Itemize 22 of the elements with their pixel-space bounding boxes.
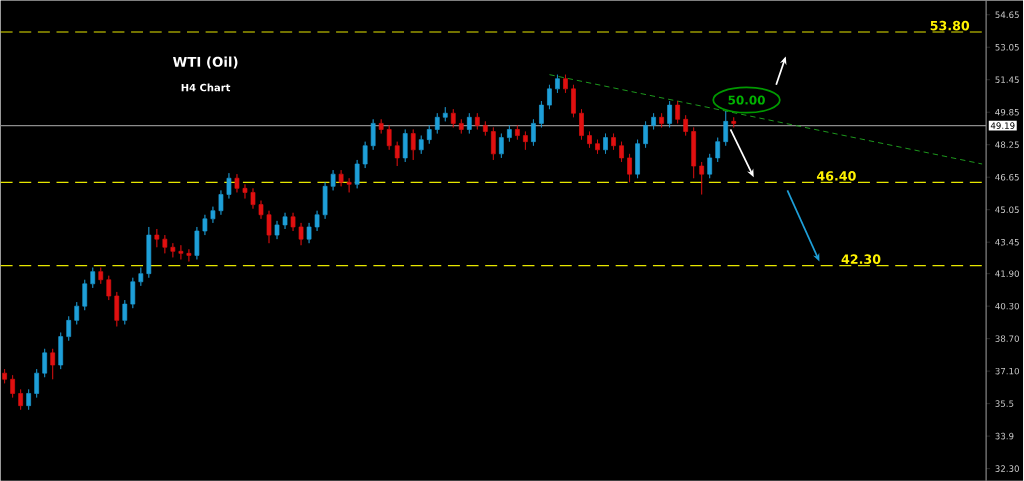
y-tick-label: 45.05 bbox=[995, 206, 1019, 213]
y-tick-label: 53.05 bbox=[995, 43, 1019, 51]
ref-line-label: 49.19 bbox=[990, 122, 1015, 129]
annotation: 50.00 bbox=[728, 95, 765, 105]
y-tick-label: 38.70 bbox=[995, 335, 1019, 342]
text: WTI (Oil) bbox=[172, 56, 238, 69]
y-tick-label: 32.30 bbox=[995, 465, 1019, 472]
y-tick-label: 49.85 bbox=[995, 108, 1019, 116]
ref-line-label: 42.30 bbox=[841, 254, 881, 264]
y-tick-label: 43.45 bbox=[995, 238, 1019, 246]
y-tick-label: 40.30 bbox=[995, 302, 1019, 310]
text: H4 Chart bbox=[181, 83, 231, 92]
y-tick-label: 41.90 bbox=[995, 270, 1019, 277]
y-tick-label: 37.10 bbox=[995, 367, 1019, 375]
y-tick-label: 51.45 bbox=[995, 76, 1019, 83]
ref-line-label: 53.80 bbox=[930, 20, 970, 31]
y-tick-label: 54.65 bbox=[995, 11, 1019, 18]
y-tick-label: 48.25 bbox=[995, 141, 1019, 148]
y-tick-label: 33.9 bbox=[995, 432, 1014, 440]
y-tick-label: 35.5 bbox=[995, 400, 1014, 407]
ref-line-label: 46.40 bbox=[816, 170, 856, 181]
y-tick-label: 46.65 bbox=[995, 173, 1019, 181]
